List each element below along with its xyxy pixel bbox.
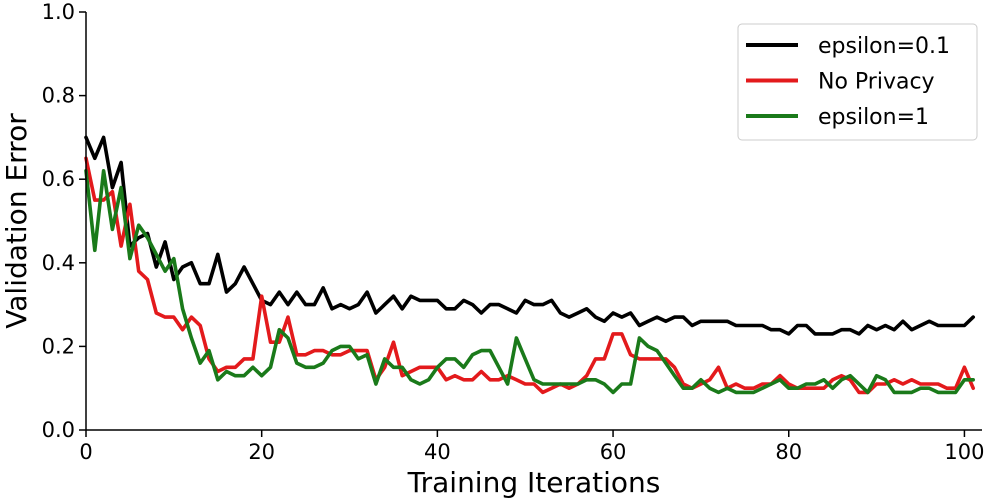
series-line-0	[84, 135, 976, 336]
legend-label: epsilon=0.1	[818, 34, 950, 59]
legend-label: epsilon=1	[818, 105, 929, 130]
x-ticks: 0 20 40 60 80 100	[79, 430, 984, 464]
legend-label: No Privacy	[818, 70, 935, 95]
y-tick-label: 0.0	[42, 418, 75, 442]
series-line-2	[84, 169, 976, 395]
x-tick-label: 40	[424, 440, 451, 464]
series-line-1	[84, 156, 976, 395]
x-tick-label: 60	[600, 440, 627, 464]
y-tick-label: 0.8	[42, 84, 75, 108]
y-tick-label: 1.0	[42, 0, 75, 24]
legend-items: epsilon=0.1 No Privacy epsilon=1	[746, 34, 950, 130]
x-axis-title: Training Iterations	[407, 466, 661, 499]
legend-box	[737, 23, 978, 141]
y-tick-label: 0.4	[42, 251, 75, 275]
x-tick-label: 0	[79, 440, 92, 464]
y-ticks: 0.0 0.2 0.4 0.6 0.8 1.0	[42, 0, 86, 442]
plot-lines	[84, 135, 976, 395]
x-tick-label: 80	[775, 440, 802, 464]
y-axis-title: Validation Error	[0, 113, 33, 329]
axes: 0 20 40 60 80 100 0.0 0.2 0.4 0.6 0.8 1.0	[42, 0, 985, 464]
x-tick-label: 20	[248, 440, 275, 464]
y-tick-label: 0.2	[42, 334, 75, 358]
legend: epsilon=0.1 No Privacy epsilon=1	[737, 23, 978, 141]
y-tick-label: 0.6	[42, 167, 75, 191]
x-tick-label: 100	[944, 440, 984, 464]
